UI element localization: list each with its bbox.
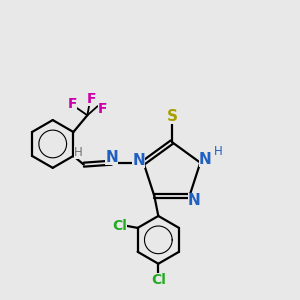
Text: Cl: Cl xyxy=(151,274,166,287)
Text: F: F xyxy=(68,97,77,111)
Text: N: N xyxy=(132,153,145,168)
Text: F: F xyxy=(98,102,107,116)
Text: H: H xyxy=(74,146,83,159)
Text: Cl: Cl xyxy=(112,219,127,233)
Text: N: N xyxy=(188,193,201,208)
Text: S: S xyxy=(167,109,177,124)
Text: N: N xyxy=(105,150,118,165)
Text: H: H xyxy=(214,145,223,158)
Text: N: N xyxy=(199,152,212,167)
Text: F: F xyxy=(87,92,96,106)
